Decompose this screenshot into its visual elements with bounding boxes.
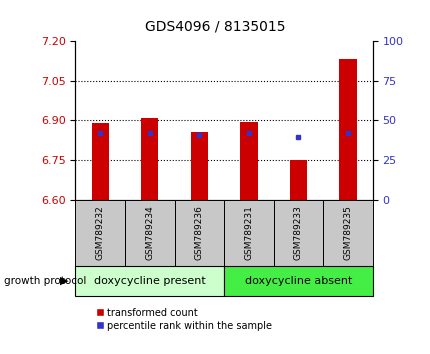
Text: GSM789235: GSM789235 — [343, 205, 352, 260]
FancyBboxPatch shape — [224, 266, 372, 296]
FancyBboxPatch shape — [174, 200, 224, 266]
Text: growth protocol: growth protocol — [4, 275, 86, 286]
Bar — [338, 59, 356, 200]
Bar — [91, 123, 109, 200]
Bar — [240, 122, 257, 200]
FancyBboxPatch shape — [125, 200, 174, 266]
Text: GSM789231: GSM789231 — [244, 205, 253, 260]
Bar — [289, 160, 307, 200]
Bar — [141, 118, 158, 200]
FancyBboxPatch shape — [322, 200, 372, 266]
Text: GDS4096 / 8135015: GDS4096 / 8135015 — [145, 19, 285, 34]
Text: GSM789232: GSM789232 — [95, 205, 104, 260]
Text: doxycycline present: doxycycline present — [94, 275, 205, 286]
Text: GSM789234: GSM789234 — [145, 205, 154, 260]
FancyBboxPatch shape — [224, 200, 273, 266]
Text: GSM789233: GSM789233 — [293, 205, 302, 260]
Legend: transformed count, percentile rank within the sample: transformed count, percentile rank withi… — [92, 304, 276, 335]
FancyBboxPatch shape — [75, 266, 224, 296]
Text: ▶: ▶ — [60, 275, 69, 286]
FancyBboxPatch shape — [75, 200, 125, 266]
Bar — [190, 132, 208, 200]
Text: doxycycline absent: doxycycline absent — [244, 275, 351, 286]
FancyBboxPatch shape — [273, 200, 322, 266]
Text: GSM789236: GSM789236 — [194, 205, 203, 260]
